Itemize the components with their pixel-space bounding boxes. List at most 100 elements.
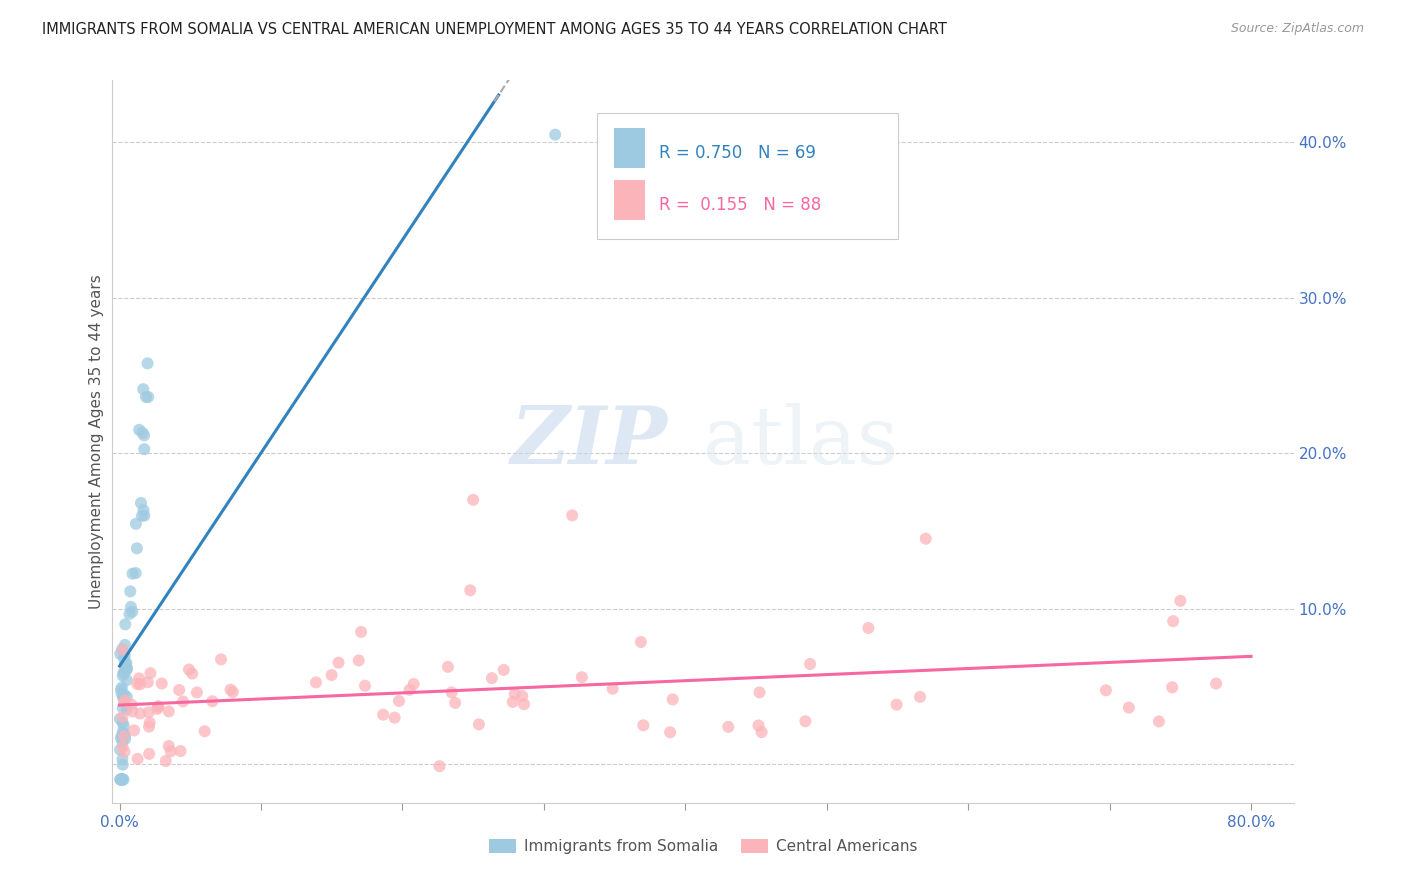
Point [138,747,160,761]
Point [747,718,769,732]
Point [115,702,138,716]
Point [129,677,152,691]
Point [481,671,503,685]
Point [373,707,395,722]
Point [111,772,134,787]
Point [129,706,152,721]
Point [108,712,131,726]
Point [129,496,152,510]
Point [886,698,908,712]
Point [115,663,138,677]
Point [115,662,138,676]
Point [510,689,533,703]
Point [138,705,160,719]
Point [458,583,481,598]
Point [125,516,148,531]
Point [131,508,153,523]
Point [659,725,682,739]
Point [120,599,142,614]
Point [502,695,524,709]
Point [1161,614,1184,628]
Point [108,742,131,756]
Point [111,710,134,724]
Point [111,669,134,683]
Point [112,695,135,709]
Point [138,720,160,734]
Point [111,728,134,742]
Point [159,744,181,758]
Point [131,425,153,440]
Point [112,691,135,706]
Point [305,675,328,690]
Point [111,735,134,749]
Point [112,687,135,701]
Point [121,566,143,581]
Point [127,752,149,766]
Point [118,607,141,621]
Point [186,685,208,699]
Point [115,660,138,674]
Point [114,648,136,663]
Point [112,666,135,681]
Point [115,690,138,704]
Point [111,715,134,730]
Point [561,508,583,523]
Point [110,731,132,746]
Point [111,725,134,739]
Point [1147,714,1170,729]
Point [110,682,132,697]
Point [440,685,463,699]
Point [121,698,143,712]
Point [111,772,134,787]
Point [630,635,652,649]
Point [114,731,136,746]
Point [111,740,134,755]
Point [136,356,159,370]
Point [388,694,411,708]
Point [111,772,134,787]
Point [661,692,683,706]
Point [128,672,150,686]
Point [908,690,931,704]
Point [717,720,740,734]
Point [513,697,536,711]
Point [172,694,194,708]
Point [136,390,159,404]
Text: atlas: atlas [703,402,898,481]
Point [1205,676,1227,690]
Point [115,656,138,670]
Point [1095,683,1118,698]
Point [139,666,162,681]
Point [111,642,134,657]
Point [347,653,370,667]
Point [437,660,460,674]
Point [112,690,135,704]
Point [111,642,134,657]
Point [503,687,526,701]
Point [858,621,880,635]
Point [120,584,142,599]
Point [122,723,145,738]
Point [571,670,593,684]
Point [134,428,156,442]
FancyBboxPatch shape [596,112,898,239]
Point [321,668,343,682]
Point [110,772,132,787]
Point [1170,594,1192,608]
Point [110,772,132,787]
Point [201,694,224,708]
Point [134,508,156,523]
Point [111,730,134,744]
Point [114,729,136,743]
Point [112,772,135,787]
Text: R =  0.155   N = 88: R = 0.155 N = 88 [659,195,821,213]
Point [468,717,491,731]
Point [222,685,245,699]
Point [748,685,770,699]
Point [111,700,134,714]
Point [157,739,180,753]
Point [114,693,136,707]
Y-axis label: Unemployment Among Ages 35 to 44 years: Unemployment Among Ages 35 to 44 years [89,274,104,609]
Point [169,744,191,758]
Point [112,719,135,733]
